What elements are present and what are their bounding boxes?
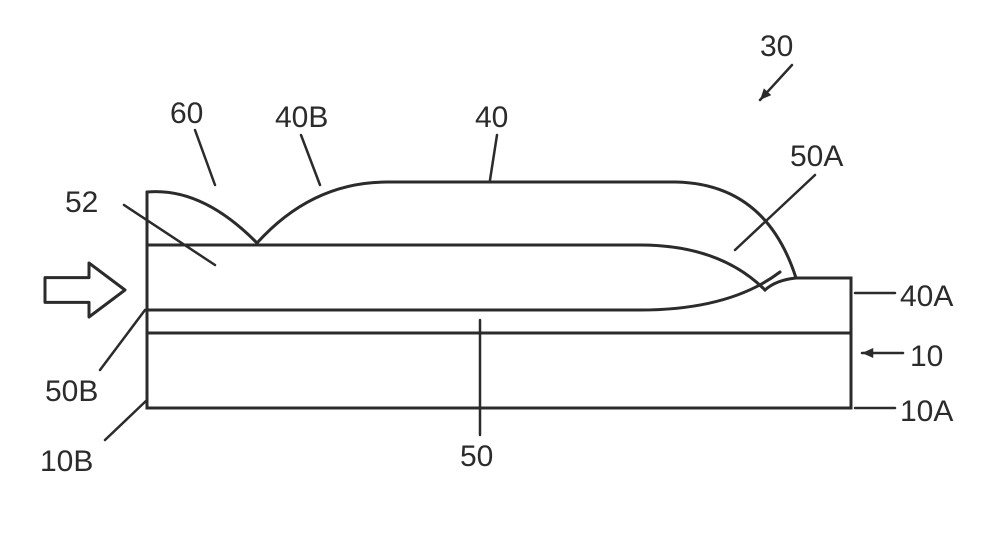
channel-bottom-edge [147, 272, 780, 310]
leader-l52 [124, 205, 215, 265]
leader-l60 [195, 130, 215, 185]
leader-l40B [301, 135, 320, 185]
cross-section-diagram [0, 0, 1000, 533]
leader-l50B [100, 310, 145, 370]
substrate-outline [147, 192, 851, 408]
label-l40A: 40A [900, 280, 953, 314]
label-l30: 30 [760, 30, 793, 64]
flow-arrow-icon [45, 263, 125, 317]
label-l10A: 10A [900, 395, 953, 429]
label-l60: 60 [170, 97, 203, 131]
label-l40: 40 [475, 101, 508, 135]
channel-top-edge [147, 245, 796, 290]
label-l10B: 10B [40, 445, 93, 479]
label-l40B: 40B [275, 101, 328, 135]
leader-l30 [760, 65, 792, 100]
leader-l10B [105, 400, 147, 440]
leader-l50A [735, 175, 815, 250]
label-l50B: 50B [45, 375, 98, 409]
top-dome-outline [147, 182, 796, 278]
leader-l40 [490, 135, 497, 180]
label-l50: 50 [460, 440, 493, 474]
label-l52: 52 [65, 186, 98, 220]
label-l10: 10 [910, 340, 943, 374]
label-l50A: 50A [790, 140, 843, 174]
